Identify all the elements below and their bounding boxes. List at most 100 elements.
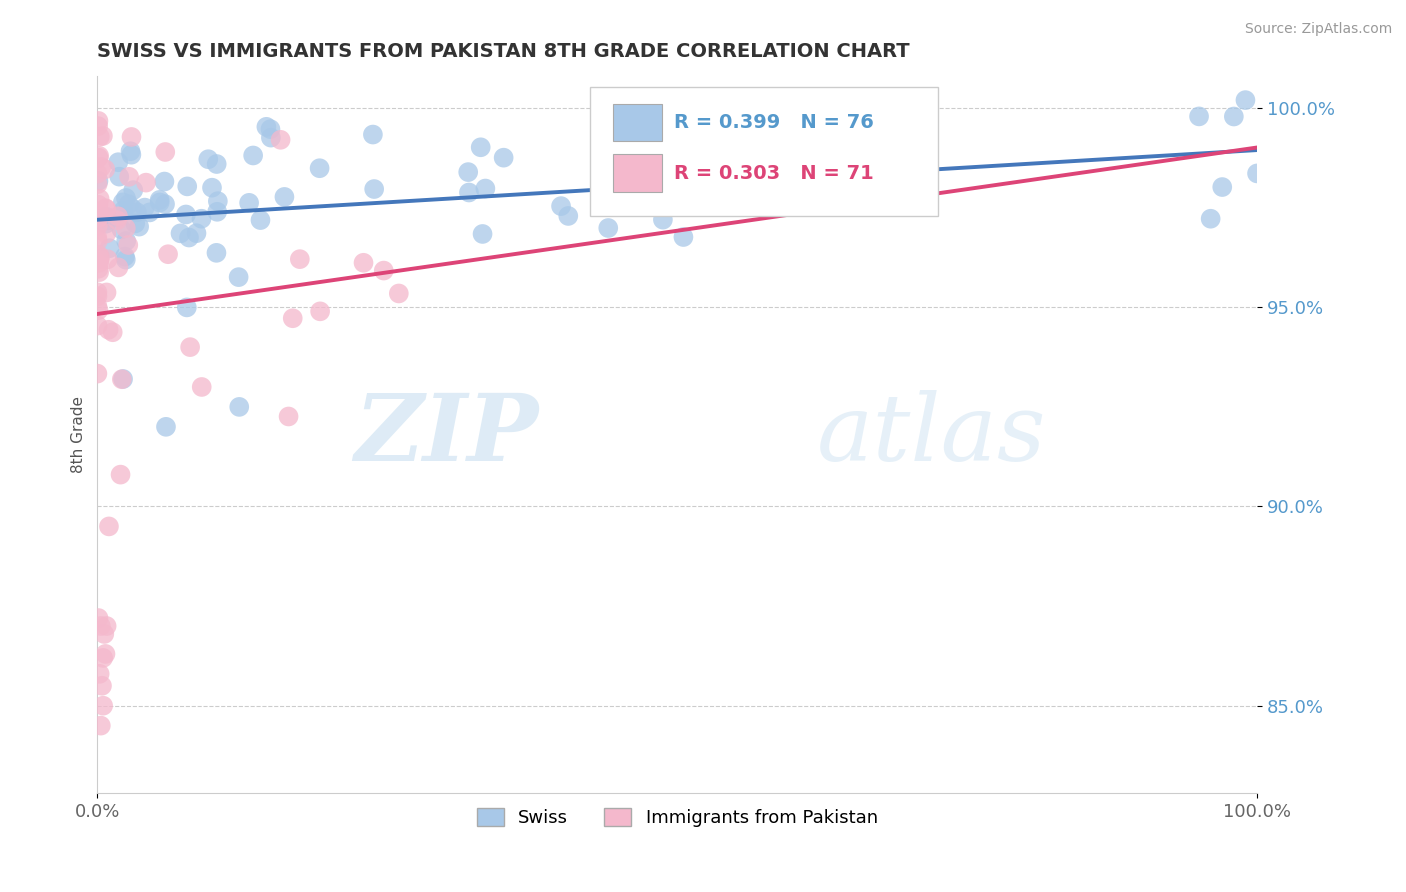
Point xyxy=(600,180,623,194)
Point xyxy=(86,167,108,181)
Point xyxy=(550,199,572,213)
Point xyxy=(1199,211,1222,226)
Point xyxy=(124,216,146,230)
Point xyxy=(260,130,283,145)
FancyBboxPatch shape xyxy=(591,87,938,216)
Point xyxy=(121,130,143,145)
Point xyxy=(651,212,673,227)
Point xyxy=(363,182,385,196)
Point xyxy=(186,226,208,240)
Point xyxy=(90,160,112,174)
Point xyxy=(87,206,110,220)
Point xyxy=(120,147,142,161)
Point xyxy=(134,201,156,215)
Point xyxy=(176,179,198,194)
Text: atlas: atlas xyxy=(817,390,1046,480)
Point xyxy=(388,286,411,301)
Point xyxy=(598,221,620,235)
Point xyxy=(96,619,118,633)
Point xyxy=(115,191,138,205)
Point xyxy=(87,219,110,233)
Point xyxy=(111,195,134,210)
Point xyxy=(96,202,118,216)
Point xyxy=(89,252,111,267)
Point xyxy=(87,611,110,625)
Point xyxy=(114,221,136,235)
Point xyxy=(361,128,384,142)
FancyBboxPatch shape xyxy=(613,154,662,192)
Point xyxy=(228,400,250,414)
Point xyxy=(94,217,117,231)
Point xyxy=(97,213,120,227)
Point xyxy=(155,145,177,159)
Point xyxy=(91,698,114,713)
Y-axis label: 8th Grade: 8th Grade xyxy=(72,396,86,474)
Point xyxy=(1188,109,1211,123)
Point xyxy=(197,152,219,166)
Point xyxy=(169,227,191,241)
Point xyxy=(174,207,197,221)
Point xyxy=(107,209,129,223)
Point xyxy=(457,165,479,179)
Point xyxy=(96,210,118,224)
Point xyxy=(120,145,142,159)
Point xyxy=(105,213,128,227)
Point xyxy=(89,192,111,206)
Point xyxy=(115,234,138,248)
Point xyxy=(87,211,110,226)
Point xyxy=(110,467,132,482)
Point xyxy=(228,270,250,285)
Point xyxy=(309,304,332,318)
Point xyxy=(242,148,264,162)
Point xyxy=(149,195,172,210)
Point xyxy=(135,176,157,190)
Point xyxy=(471,227,494,241)
Point xyxy=(96,227,118,241)
Point xyxy=(108,169,131,184)
Point xyxy=(89,666,111,681)
Point xyxy=(90,718,112,732)
Point xyxy=(87,174,110,188)
Point xyxy=(254,120,277,134)
Text: Source: ZipAtlas.com: Source: ZipAtlas.com xyxy=(1244,22,1392,37)
Point xyxy=(149,193,172,207)
Legend: Swiss, Immigrants from Pakistan: Swiss, Immigrants from Pakistan xyxy=(470,801,884,835)
Point xyxy=(98,241,121,255)
Point xyxy=(273,190,295,204)
Point xyxy=(110,222,132,236)
Point xyxy=(672,230,695,244)
Point xyxy=(112,372,135,386)
Text: ZIP: ZIP xyxy=(354,390,538,480)
Point xyxy=(652,159,675,173)
Point xyxy=(373,263,395,277)
Point xyxy=(86,234,108,248)
Point xyxy=(138,205,160,219)
Point xyxy=(190,211,212,226)
Point xyxy=(87,261,110,276)
Point xyxy=(87,151,110,165)
Point xyxy=(125,205,148,219)
Point xyxy=(107,155,129,169)
Point xyxy=(470,140,492,154)
Point xyxy=(87,255,110,269)
Point xyxy=(281,311,304,326)
Point xyxy=(114,250,136,264)
Point xyxy=(96,285,118,300)
Point xyxy=(353,256,375,270)
Point xyxy=(97,323,120,337)
Point xyxy=(1246,166,1268,180)
Point xyxy=(177,230,200,244)
Point xyxy=(94,162,117,177)
Point xyxy=(117,197,139,211)
Point xyxy=(155,419,177,434)
Text: SWISS VS IMMIGRANTS FROM PAKISTAN 8TH GRADE CORRELATION CHART: SWISS VS IMMIGRANTS FROM PAKISTAN 8TH GR… xyxy=(97,42,910,61)
Point xyxy=(288,252,311,267)
Point xyxy=(89,149,111,163)
Point xyxy=(238,195,260,210)
Point xyxy=(101,325,124,339)
Point xyxy=(474,181,496,195)
Point xyxy=(86,289,108,303)
Point xyxy=(176,301,198,315)
Point xyxy=(458,186,481,200)
Point xyxy=(201,180,224,194)
